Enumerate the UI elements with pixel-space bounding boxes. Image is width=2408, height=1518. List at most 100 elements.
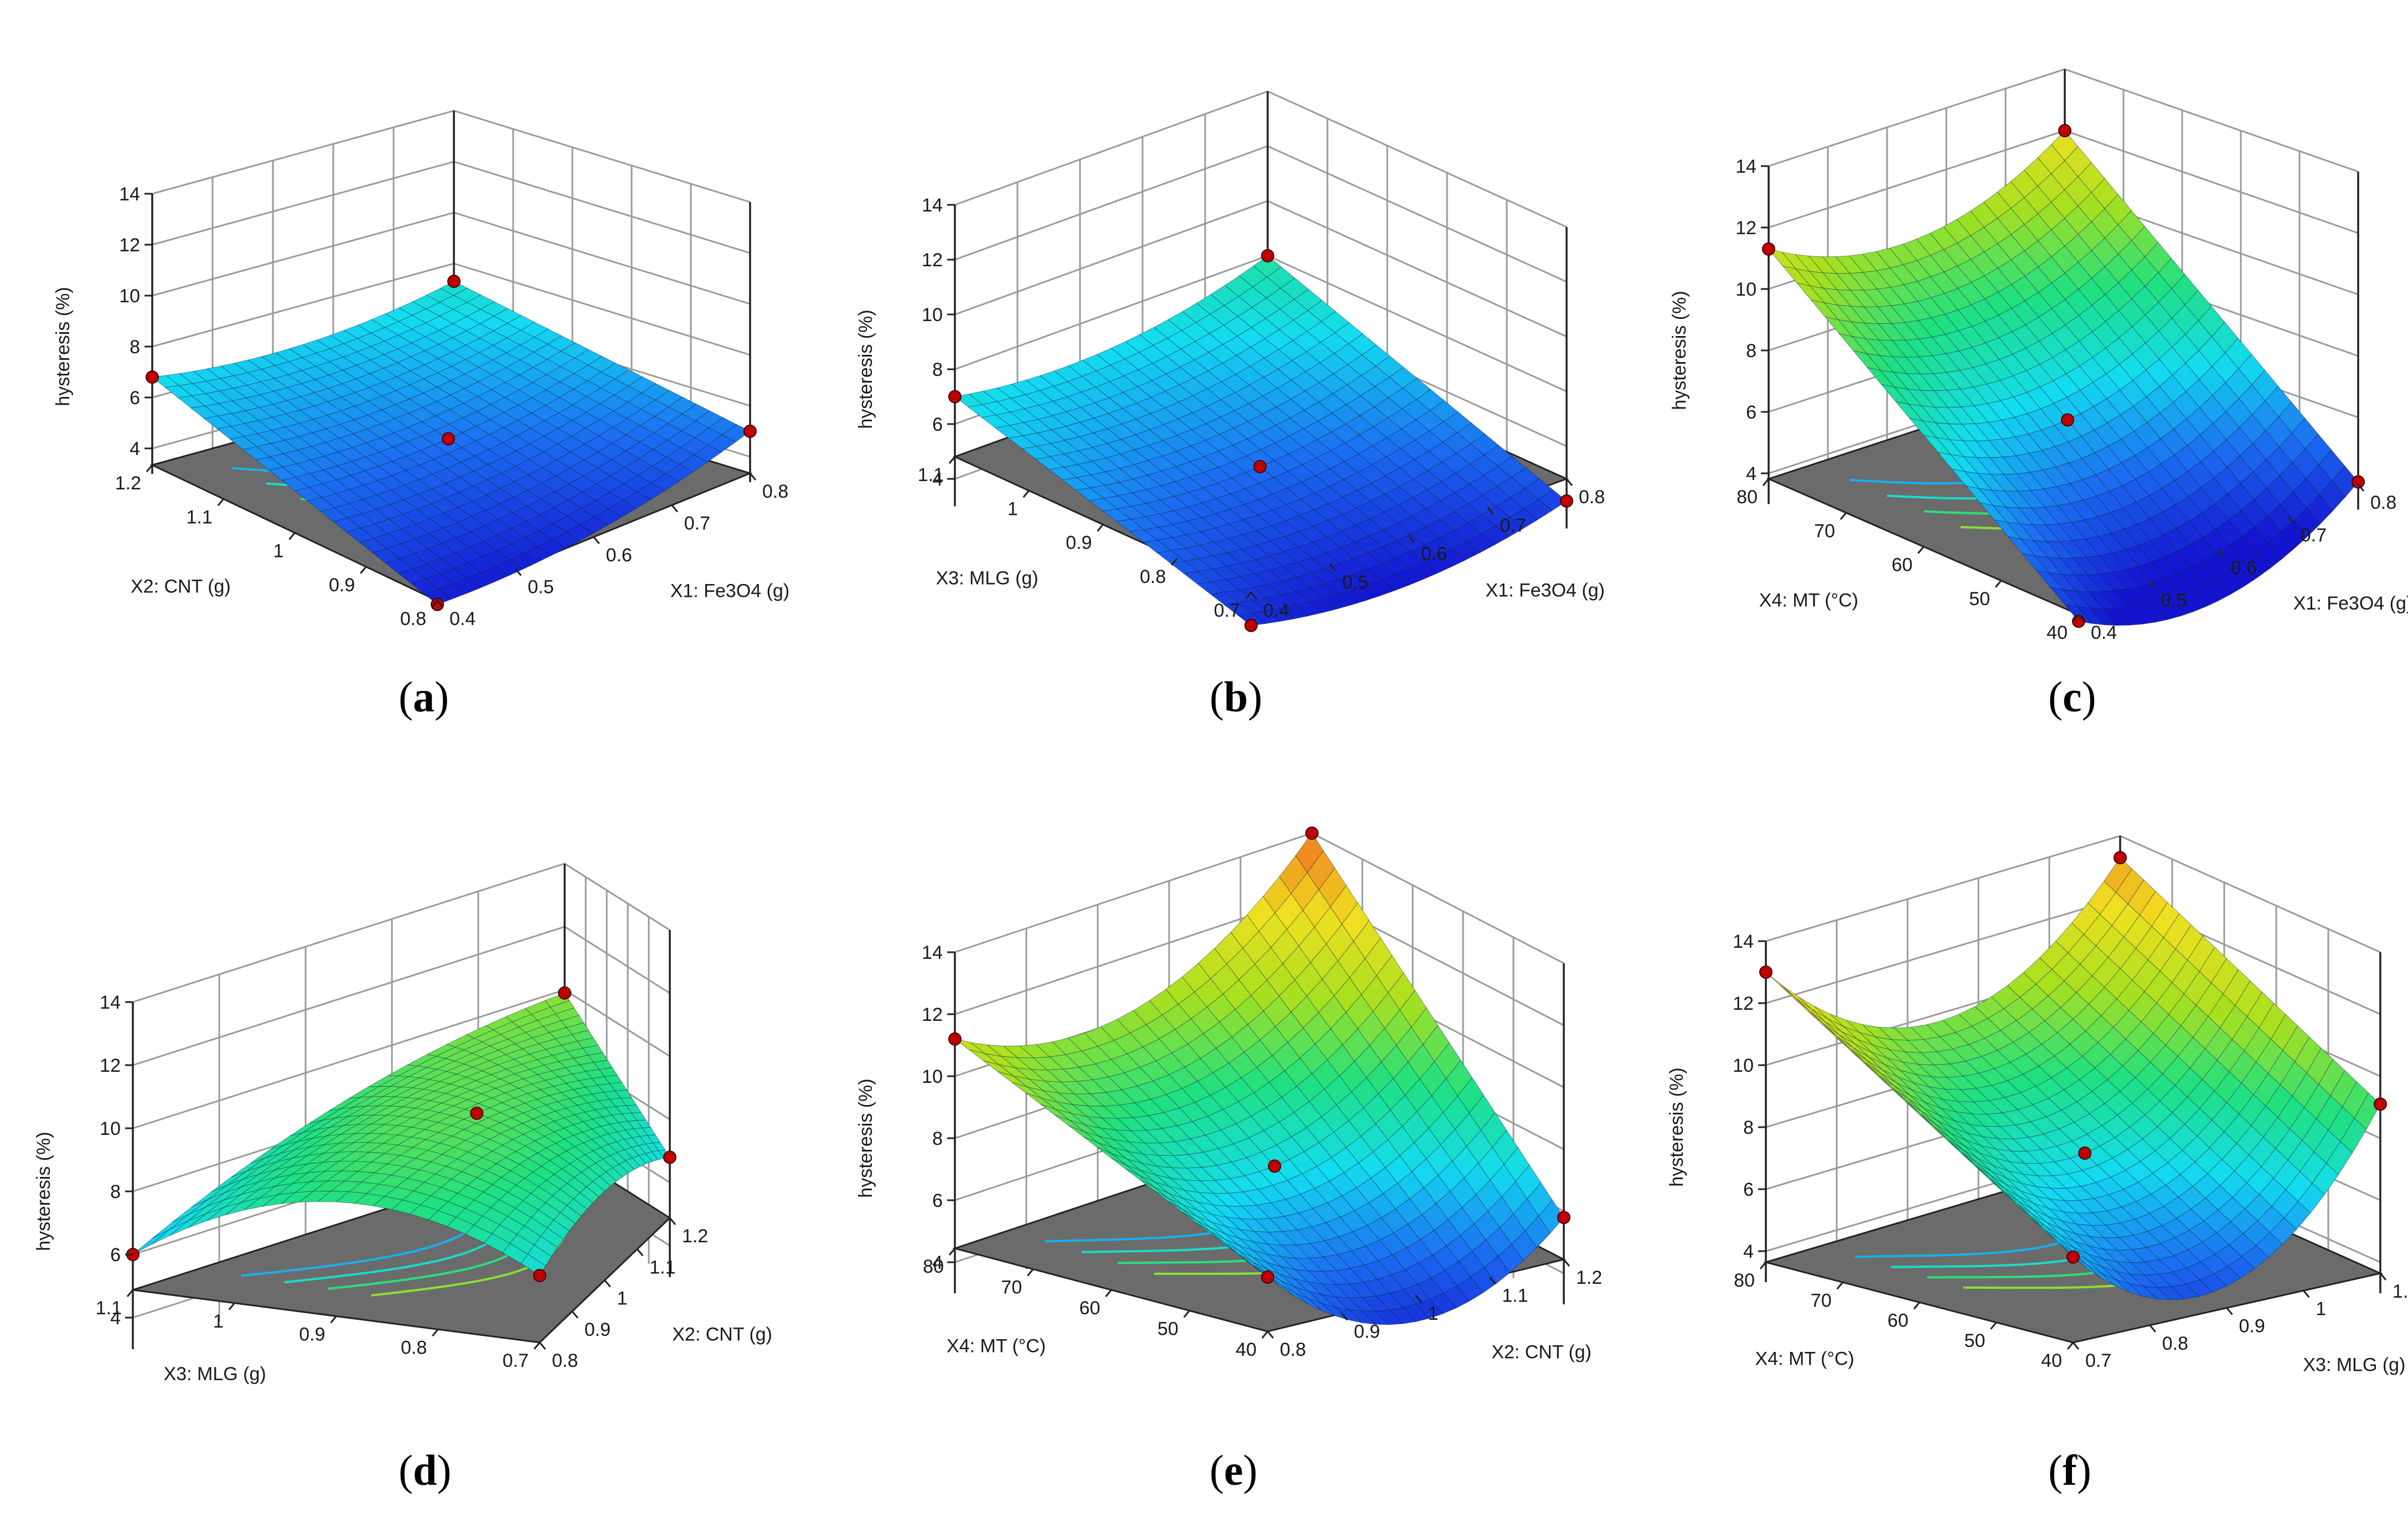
x-tick-label: 80 [1734, 1270, 1755, 1291]
panel-d: 14 12 10 8 6 4 hysteresis (%) 1.1 1 0.9 0.8 0.7 X3: … [33, 863, 772, 1494]
y-axis: 1.2 1.1 1 0.9 0.8 X2: CNT (g) [1267, 1259, 1602, 1363]
x-axis: 80 70 60 50 40 X4: MT (°C) [1737, 478, 2080, 643]
y-axis: 1.1 1 0.9 0.8 0.7 X3: MLG (g) [2072, 1273, 2408, 1375]
panel-caption: (d) [399, 1446, 451, 1494]
z-tick-label: 14 [922, 195, 943, 216]
y-tick [539, 1342, 546, 1350]
x-tick-label: 1 [273, 541, 284, 562]
z-tick-label: 8 [130, 337, 140, 358]
z-tick-label: 10 [1733, 1055, 1754, 1076]
x-tick [330, 1315, 337, 1324]
x-axis-label: X4: MT (°C) [1755, 1348, 1854, 1369]
z-tick-label: 4 [1746, 463, 1756, 484]
z-tick-label: 10 [922, 1066, 943, 1087]
design-point [1261, 249, 1274, 262]
z-axis: 14 12 10 8 6 4 hysteresis (%) [53, 184, 152, 459]
z-tick-label: 4 [110, 1308, 121, 1329]
y-tick [1329, 563, 1336, 571]
z-axis-label: hysteresis (%) [1666, 1067, 1687, 1186]
design-point [1557, 1211, 1570, 1225]
z-tick-label: 12 [922, 1004, 943, 1025]
z-tick-label: 12 [1735, 218, 1756, 239]
x-tick-label: 0.9 [329, 575, 355, 596]
x-tick [1990, 1321, 1997, 1330]
caption-paren-close: ) [437, 1446, 451, 1494]
panel-b: 14 12 10 8 6 4 hysteresis (%) 1.1 1 0.9 0.8 0.7 X3: … [855, 90, 1605, 721]
y-tick [1563, 1259, 1570, 1267]
design-point [2058, 124, 2071, 137]
panel-caption: (a) [399, 673, 449, 721]
design-point [447, 275, 461, 288]
design-points [948, 249, 1573, 632]
y-axis-label: X1: Fe3O4 (g) [2293, 593, 2408, 614]
y-tick [2287, 516, 2295, 524]
y-tick-label: 1 [1428, 1303, 1439, 1324]
design-point [442, 432, 455, 446]
panel-a: 14 12 10 8 6 4 hysteresis (%) 1.2 1.1 1 0.9 0.8 X2: … [53, 110, 789, 721]
x-tick-label: 40 [2047, 622, 2068, 643]
z-tick-label: 8 [1743, 1117, 1754, 1138]
x-tick [1994, 580, 2002, 588]
y-axis-label: X2: CNT (g) [1491, 1342, 1591, 1363]
y-tick-label: 1.2 [1576, 1267, 1602, 1288]
x-tick-label: 1 [1007, 498, 1018, 519]
y-tick-label: 1.2 [682, 1226, 708, 1247]
z-tick-label: 10 [100, 1118, 121, 1139]
caption-letter: f [2063, 1446, 2078, 1494]
caption-paren-close: ) [435, 673, 449, 721]
design-point [2078, 1146, 2092, 1160]
response-surface [954, 255, 1567, 626]
y-tick-label: 1 [617, 1288, 628, 1309]
y-tick [2072, 1342, 2080, 1350]
design-point [1762, 242, 1775, 256]
y-axis: 1.2 1.1 1 0.9 0.8 X2: CNT (g) [539, 1217, 772, 1371]
y-tick [2357, 484, 2365, 492]
design-point [2374, 1097, 2387, 1111]
y-tick-label: 0.6 [2231, 557, 2257, 579]
response-surface [132, 993, 670, 1276]
panel-f: 14 12 10 8 6 4 hysteresis (%) 80 70 60 50 40 X4: MT … [1666, 835, 2408, 1494]
design-point [743, 425, 757, 438]
x-tick [1022, 490, 1030, 498]
z-tick-label: 14 [1735, 156, 1756, 177]
y-tick [1487, 507, 1494, 515]
design-points [146, 275, 757, 611]
x-tick-label: 80 [1737, 487, 1758, 508]
y-tick [2379, 1273, 2387, 1281]
design-point [533, 1269, 546, 1282]
x-tick [1097, 524, 1104, 532]
y-tick-label: 0.9 [1354, 1321, 1380, 1343]
caption-paren-open: ( [2048, 1446, 2063, 1494]
y-tick-label: 0.9 [2239, 1316, 2265, 1337]
x-tick [431, 600, 438, 608]
x-tick [146, 464, 153, 472]
y-tick-label: 0.8 [762, 481, 788, 502]
caption-paren-close: ) [2082, 673, 2096, 721]
z-tick-label: 8 [110, 1181, 121, 1202]
z-tick-label: 10 [922, 304, 943, 326]
z-tick-label: 12 [100, 1055, 121, 1076]
x-tick [217, 498, 224, 507]
x-axis-label: X3: MLG (g) [164, 1364, 266, 1385]
y-tick-label: 0.4 [1263, 600, 1289, 621]
y-tick [2078, 614, 2085, 622]
x-tick-label: 1.2 [115, 473, 141, 494]
y-tick [669, 1217, 676, 1225]
z-axis-label: hysteresis (%) [53, 287, 74, 406]
x-tick [2066, 1342, 2074, 1350]
design-point [146, 370, 159, 384]
y-tick [2226, 1307, 2233, 1315]
response-surface [1765, 857, 2381, 1300]
x-axis: 80 70 60 50 40 X4: MT (°C) [923, 1248, 1269, 1360]
y-tick [515, 568, 522, 576]
y-tick [2218, 549, 2225, 557]
x-tick [1839, 512, 1847, 520]
panel-caption: (e) [1210, 1446, 1258, 1494]
z-tick-label: 8 [932, 1128, 943, 1149]
design-point [663, 1150, 676, 1164]
y-tick-label: 0.8 [2370, 492, 2396, 513]
z-tick-label: 6 [1746, 402, 1756, 423]
caption-letter: b [1224, 673, 1248, 721]
x-tick-label: 40 [1236, 1339, 1257, 1360]
